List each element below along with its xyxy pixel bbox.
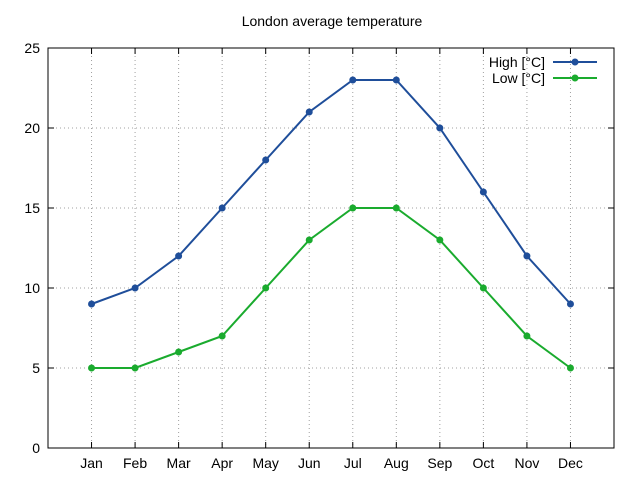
data-point (88, 300, 96, 308)
data-point (392, 76, 400, 84)
x-tick-label: Feb (123, 455, 147, 471)
x-tick-label: Oct (472, 455, 494, 471)
data-point (131, 364, 139, 372)
data-point (349, 204, 357, 212)
data-point (566, 300, 574, 308)
y-tick-label: 10 (24, 280, 40, 296)
data-point (479, 284, 487, 292)
data-point (523, 332, 531, 340)
legend-swatch-point (571, 58, 579, 66)
data-point (436, 236, 444, 244)
axis-ticks: 0 5 10 15 20 25 Jan Feb Mar Apr May Jun Jul Aug Sep Oct… (24, 40, 614, 471)
data-point (262, 284, 270, 292)
data-point (262, 156, 270, 164)
plot-frame (47, 47, 615, 449)
y-tick-label: 20 (24, 120, 40, 136)
y-tick-label: 0 (32, 440, 40, 456)
x-tick-label: Jul (344, 455, 362, 471)
data-point (479, 188, 487, 196)
x-tick-label: Jan (80, 455, 103, 471)
data-point (566, 364, 574, 372)
data-point (88, 364, 96, 372)
x-tick-label: Sep (427, 455, 452, 471)
x-tick-label: Aug (384, 455, 409, 471)
chart-title: London average temperature (242, 13, 423, 29)
x-tick-label: May (252, 455, 278, 471)
data-point (436, 124, 444, 132)
data-point (175, 348, 183, 356)
x-tick-label: Mar (167, 455, 191, 471)
data-point (175, 252, 183, 260)
data-point (305, 236, 313, 244)
data-point (392, 204, 400, 212)
x-tick-label: Apr (211, 455, 233, 471)
data-point (218, 332, 226, 340)
series-line-0 (91, 79, 572, 305)
data-point (131, 284, 139, 292)
x-tick-label: Jun (298, 455, 321, 471)
grid (48, 48, 614, 448)
legend-label: Low [°C] (492, 70, 545, 86)
series-group (88, 76, 574, 372)
data-point (218, 204, 226, 212)
x-tick-label: Dec (558, 455, 583, 471)
series-line-1 (91, 207, 572, 369)
y-tick-label: 5 (32, 360, 40, 376)
legend-label: High [°C] (489, 54, 545, 70)
legend: High [°C]Low [°C] (489, 54, 597, 86)
data-point (305, 108, 313, 116)
y-tick-label: 25 (24, 40, 40, 56)
legend-swatch-point (571, 74, 579, 82)
data-point (523, 252, 531, 260)
data-point (349, 76, 357, 84)
x-tick-label: Nov (514, 455, 539, 471)
y-tick-label: 15 (24, 200, 40, 216)
